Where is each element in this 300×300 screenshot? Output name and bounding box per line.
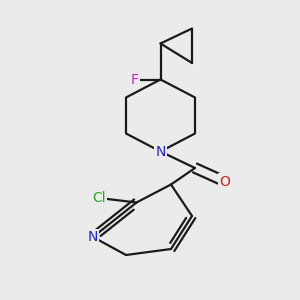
Text: F: F [131,73,139,86]
Text: O: O [220,175,230,188]
Text: N: N [88,230,98,244]
Text: N: N [155,145,166,158]
Text: Cl: Cl [92,191,106,205]
